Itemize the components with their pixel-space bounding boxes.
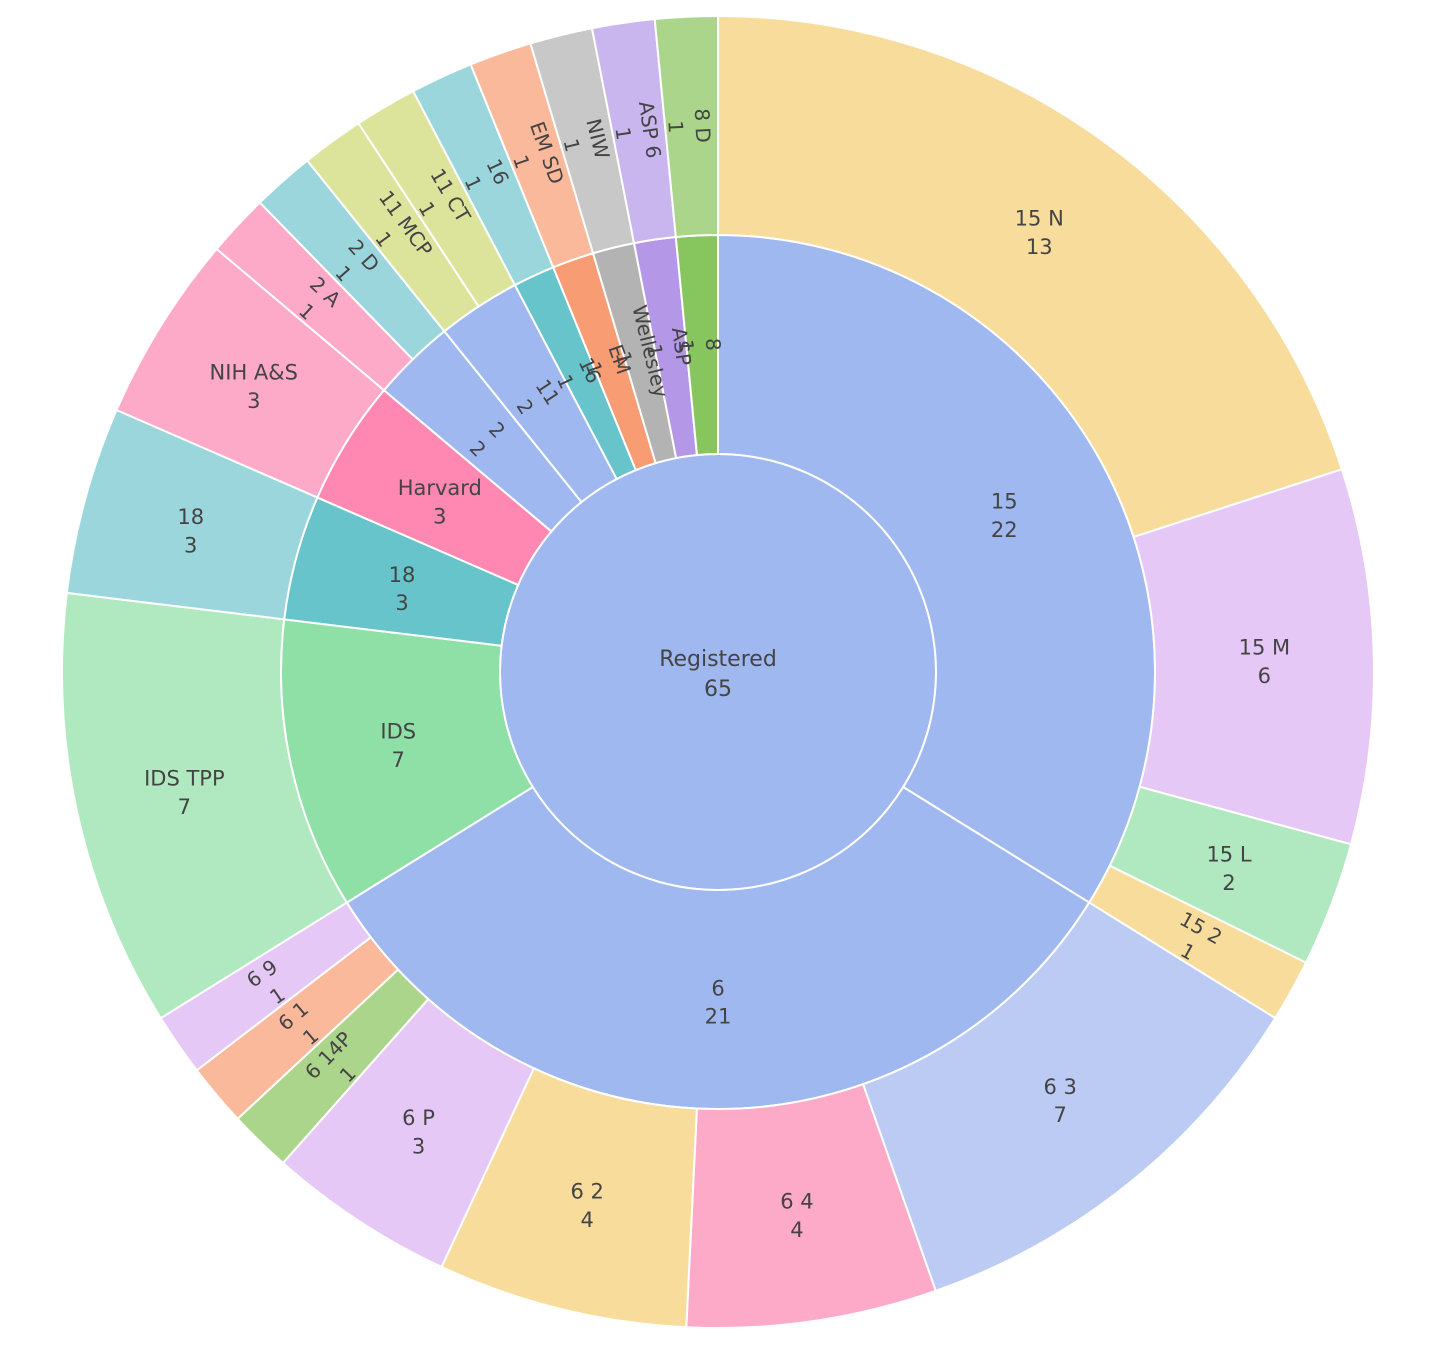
label-leaf-15-n: 15 N 13 bbox=[1015, 207, 1064, 259]
label-value: 7 bbox=[178, 795, 191, 819]
label-name: 8 D bbox=[690, 108, 716, 144]
label-value: 4 bbox=[581, 1208, 594, 1232]
label-value: 3 bbox=[433, 504, 446, 528]
label-name: ASP bbox=[667, 326, 696, 368]
label-name: NIH A&S bbox=[210, 360, 298, 384]
label-value: 7 bbox=[392, 748, 405, 772]
label-value: 1 bbox=[610, 126, 636, 142]
label-name: Harvard bbox=[398, 476, 482, 500]
label-value: 2 bbox=[1222, 871, 1235, 895]
label-name: IDS bbox=[380, 719, 416, 743]
label-leaf-15-l: 15 L 2 bbox=[1206, 843, 1251, 895]
label-parent-harvard: Harvard 3 bbox=[398, 476, 482, 528]
label-name: 8 bbox=[701, 337, 726, 351]
label-value: 65 bbox=[704, 677, 732, 702]
label-value: 3 bbox=[395, 591, 408, 615]
label-parent-6: 621 bbox=[705, 976, 732, 1028]
label-leaf-6-3: 6 37 bbox=[1044, 1075, 1077, 1127]
label-name: 15 N bbox=[1015, 207, 1064, 231]
label-leaf-18: 183 bbox=[177, 505, 204, 557]
sector-leaf-8-d[interactable] bbox=[653, 14, 719, 239]
label-name: 6 P bbox=[402, 1106, 435, 1130]
label-value: 7 bbox=[1054, 1103, 1067, 1127]
label-name: 6 4 bbox=[780, 1190, 813, 1214]
label-root: Registered 65 bbox=[659, 647, 777, 702]
label-parent-ids: IDS 7 bbox=[380, 719, 416, 771]
label-leaf-nih-aands: NIH A&S 3 bbox=[210, 360, 298, 412]
label-leaf-6-2: 6 24 bbox=[571, 1179, 604, 1231]
label-name: 15 bbox=[991, 490, 1018, 514]
label-value: 22 bbox=[991, 518, 1018, 542]
label-value: 3 bbox=[247, 389, 260, 413]
label-name: 15 M bbox=[1239, 636, 1291, 660]
label-parent-18: 183 bbox=[389, 563, 416, 615]
label-value: 21 bbox=[705, 1005, 732, 1029]
label-value: 1 bbox=[674, 339, 699, 353]
label-value: 1 bbox=[611, 349, 637, 367]
label-name: IDS TPP bbox=[144, 767, 225, 791]
label-value: 4 bbox=[790, 1218, 803, 1242]
label-leaf-8-d: 8 D1 bbox=[663, 108, 716, 144]
label-value: 1 bbox=[559, 136, 585, 154]
label-name: 6 2 bbox=[571, 1179, 604, 1203]
label-value: 1 bbox=[642, 342, 668, 358]
label-parent-8: 81 bbox=[674, 337, 726, 352]
label-leaf-6-p: 6 P3 bbox=[402, 1106, 435, 1158]
label-name: 18 bbox=[177, 505, 204, 529]
label-value: 6 bbox=[1258, 664, 1271, 688]
label-value: 13 bbox=[1026, 235, 1053, 259]
sector-root-registered[interactable] bbox=[499, 453, 937, 891]
label-value: 3 bbox=[184, 534, 197, 558]
label-value: 3 bbox=[412, 1134, 425, 1158]
label-name: 6 bbox=[711, 976, 724, 1000]
label-name: 18 bbox=[389, 563, 416, 587]
label-name: Registered bbox=[659, 647, 777, 672]
label-name: 6 3 bbox=[1044, 1075, 1077, 1099]
sector-leaf-15-n[interactable] bbox=[717, 14, 1344, 539]
label-leaf-15-m: 15 M 6 bbox=[1239, 636, 1291, 688]
label-name: 15 L bbox=[1206, 843, 1251, 867]
label-value: 1 bbox=[663, 120, 688, 134]
label-leaf-6-4: 6 44 bbox=[780, 1190, 813, 1242]
label-leaf-ids-tpp: IDS TPP 7 bbox=[144, 767, 225, 819]
